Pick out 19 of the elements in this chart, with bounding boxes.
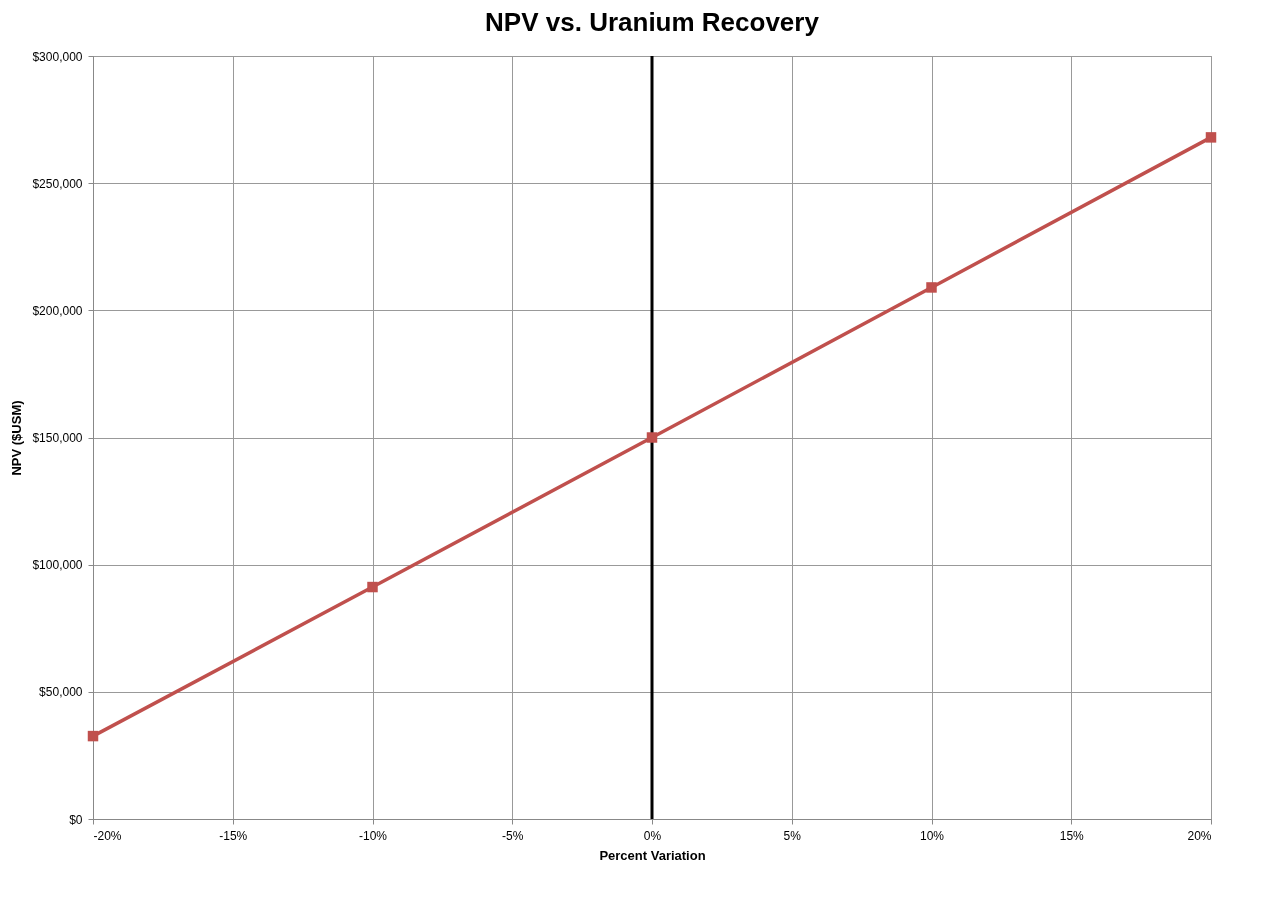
x-tick-label: 0% [643,828,662,843]
x-tick-label: -15% [219,828,248,843]
y-axis-title: NPV ($USM) [9,400,25,476]
chart-title: NPV vs. Uranium Recovery [485,7,820,37]
x-axis-title: Percent Variation [599,847,706,863]
x-tick-label: 10% [919,828,945,843]
y-tick-label: $300,000 [32,49,83,64]
x-tick-label: 5% [783,828,802,843]
x-tick-label: -20% [93,828,122,843]
y-tick-label: $150,000 [32,431,83,445]
y-tick-label: $50,000 [39,685,83,700]
y-tick-label: $250,000 [32,176,83,191]
y-tick-label: $200,000 [32,303,83,318]
x-tick-label: 15% [1059,828,1085,843]
y-tick-label: $100,000 [32,558,83,573]
x-tick-label: -10% [358,828,388,843]
x-tick-label: 20% [1187,828,1212,843]
y-tick-label: $0 [69,812,83,827]
x-tick-label: -5% [502,828,524,843]
